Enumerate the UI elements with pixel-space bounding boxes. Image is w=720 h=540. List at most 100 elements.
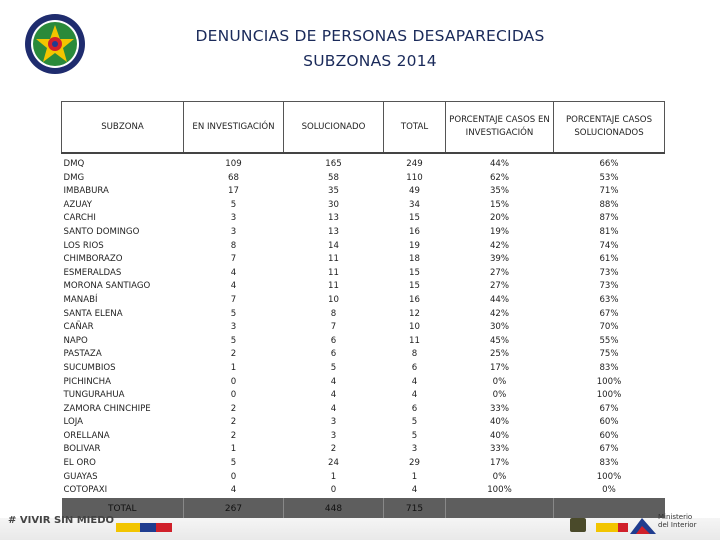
cell-total: 1 <box>411 471 418 482</box>
cell-solucionado: 5 <box>330 362 337 373</box>
cell-investigacion: 7 <box>230 254 237 265</box>
cell-solucionado: 6 <box>330 335 337 346</box>
cell-total: 4 <box>411 485 418 496</box>
cell-pct-solucionados: 75% <box>599 349 619 360</box>
cell-subzona: IMBABURA <box>63 186 109 197</box>
cell-investigacion: 2 <box>230 403 237 414</box>
cell-investigacion: 3 <box>230 213 237 224</box>
cell-pct-solucionados: 67% <box>599 308 619 319</box>
table-row: CAÑAR 3 7 10 30% 70% <box>62 321 665 335</box>
table-body: DMQ 109 165 249 44% 66% DMG 68 58 110 62% 53% IMBABU… <box>62 153 665 498</box>
cell-investigacion: 2 <box>230 349 237 360</box>
cell-pct-solucionados: 83% <box>599 362 619 373</box>
table-row: DMQ 109 165 249 44% 66% <box>62 153 665 172</box>
cell-subzona: NAPO <box>63 335 88 346</box>
header-pct-investigacion: PORCENTAJE CASOS EN INVESTIGACIÓN <box>445 101 554 154</box>
total-pct-investigacion <box>445 497 554 520</box>
cell-investigacion: 4 <box>230 485 237 496</box>
cell-pct-investigacion: 15% <box>489 199 510 210</box>
table-row: SANTO DOMINGO 3 13 16 19% 81% <box>62 226 665 240</box>
cell-solucionado: 24 <box>328 458 339 469</box>
cell-subzona: PICHINCHA <box>63 376 111 387</box>
ministry-name: Ministerio del Interior <box>658 513 696 529</box>
cell-investigacion: 5 <box>230 458 237 469</box>
cases-table: SUBZONA EN INVESTIGACIÓN SOLUCIONADO TOT… <box>61 101 665 520</box>
total-label: TOTAL <box>61 497 184 520</box>
cell-solucionado: 11 <box>328 254 339 265</box>
cell-pct-investigacion: 33% <box>489 403 510 414</box>
cell-total: 49 <box>409 186 420 197</box>
cell-pct-investigacion: 0% <box>492 376 507 387</box>
table-row: BOLIVAR 1 2 3 33% 67% <box>62 443 665 457</box>
total-investigacion: 267 <box>183 497 284 520</box>
cell-pct-investigacion: 30% <box>489 322 510 333</box>
cell-investigacion: 0 <box>230 376 237 387</box>
cell-pct-solucionados: 87% <box>599 213 619 224</box>
ministry-emblem-icon <box>630 518 656 534</box>
cell-pct-investigacion: 0% <box>492 390 507 401</box>
cell-total: 10 <box>409 322 420 333</box>
cell-total: 15 <box>409 267 420 278</box>
total-pct-solucionados <box>553 497 665 520</box>
cell-total: 34 <box>409 199 420 210</box>
cell-subzona: SANTA ELENA <box>63 308 123 319</box>
cell-pct-investigacion: 40% <box>489 417 510 428</box>
table-row: CHIMBORAZO 7 11 18 39% 61% <box>62 253 665 267</box>
cell-total: 16 <box>409 226 420 237</box>
cell-investigacion: 3 <box>230 226 237 237</box>
cell-subzona: BOLIVAR <box>63 444 101 455</box>
small-seal-icon <box>570 518 586 532</box>
ministry-line-2: del Interior <box>658 521 697 529</box>
cell-subzona: DMG <box>63 172 85 183</box>
cell-pct-solucionados: 55% <box>599 335 619 346</box>
cell-solucionado: 8 <box>330 308 337 319</box>
cell-solucionado: 0 <box>330 485 337 496</box>
cell-subzona: ESMERALDAS <box>63 267 122 278</box>
flag-stripe-yellow-right <box>596 523 618 532</box>
cell-total: 3 <box>411 444 418 455</box>
cell-subzona: AZUAY <box>63 199 93 210</box>
cell-investigacion: 1 <box>230 362 237 373</box>
cell-solucionado: 3 <box>330 430 337 441</box>
cell-solucionado: 4 <box>330 403 337 414</box>
table-row: CARCHI 3 13 15 20% 87% <box>62 212 665 226</box>
cell-pct-solucionados: 60% <box>599 430 619 441</box>
cell-investigacion: 1 <box>230 444 237 455</box>
cell-investigacion: 2 <box>230 417 237 428</box>
cell-pct-investigacion: 17% <box>489 458 510 469</box>
cell-total: 18 <box>409 254 420 265</box>
cell-pct-solucionados: 100% <box>596 471 622 482</box>
cell-total: 6 <box>411 403 418 414</box>
cell-subzona: CAÑAR <box>63 322 94 333</box>
cell-pct-investigacion: 42% <box>489 240 510 251</box>
cell-pct-investigacion: 17% <box>489 362 510 373</box>
cell-total: 12 <box>409 308 420 319</box>
title-line-2: SUBZONAS 2014 <box>303 52 437 70</box>
cell-investigacion: 68 <box>228 172 239 183</box>
cell-pct-investigacion: 27% <box>489 281 510 292</box>
table-row: PICHINCHA 0 4 4 0% 100% <box>62 376 665 390</box>
header-investigacion: EN INVESTIGACIÓN <box>183 101 284 154</box>
cell-pct-solucionados: 66% <box>599 159 619 169</box>
cell-investigacion: 0 <box>230 471 237 482</box>
cell-solucionado: 35 <box>328 186 339 197</box>
table-row: ZAMORA CHINCHIPE 2 4 6 33% 67% <box>62 403 665 417</box>
flag-stripe-red <box>156 523 172 532</box>
cell-investigacion: 8 <box>230 240 237 251</box>
title-line-1: DENUNCIAS DE PERSONAS DESAPARECIDAS <box>195 27 545 45</box>
header-pct-solucionados: PORCENTAJE CASOS SOLUCIONADOS <box>553 101 665 154</box>
cell-subzona: ZAMORA CHINCHIPE <box>63 403 151 414</box>
table-row: COTOPAXI 4 0 4 100% 0% <box>62 484 665 498</box>
cell-investigacion: 7 <box>230 294 237 305</box>
table-row: MANABÍ 7 10 16 44% 63% <box>62 294 665 308</box>
cell-pct-investigacion: 62% <box>489 172 510 183</box>
cell-investigacion: 4 <box>230 267 237 278</box>
cell-pct-investigacion: 27% <box>489 267 510 278</box>
cell-pct-solucionados: 60% <box>599 417 619 428</box>
cell-pct-investigacion: 39% <box>489 254 510 265</box>
cell-pct-investigacion: 25% <box>489 349 510 360</box>
cell-solucionado: 1 <box>330 471 337 482</box>
flag-stripe-blue <box>140 523 156 532</box>
cell-solucionado: 11 <box>328 281 339 292</box>
table-header-row: SUBZONA EN INVESTIGACIÓN SOLUCIONADO TOT… <box>61 101 665 154</box>
